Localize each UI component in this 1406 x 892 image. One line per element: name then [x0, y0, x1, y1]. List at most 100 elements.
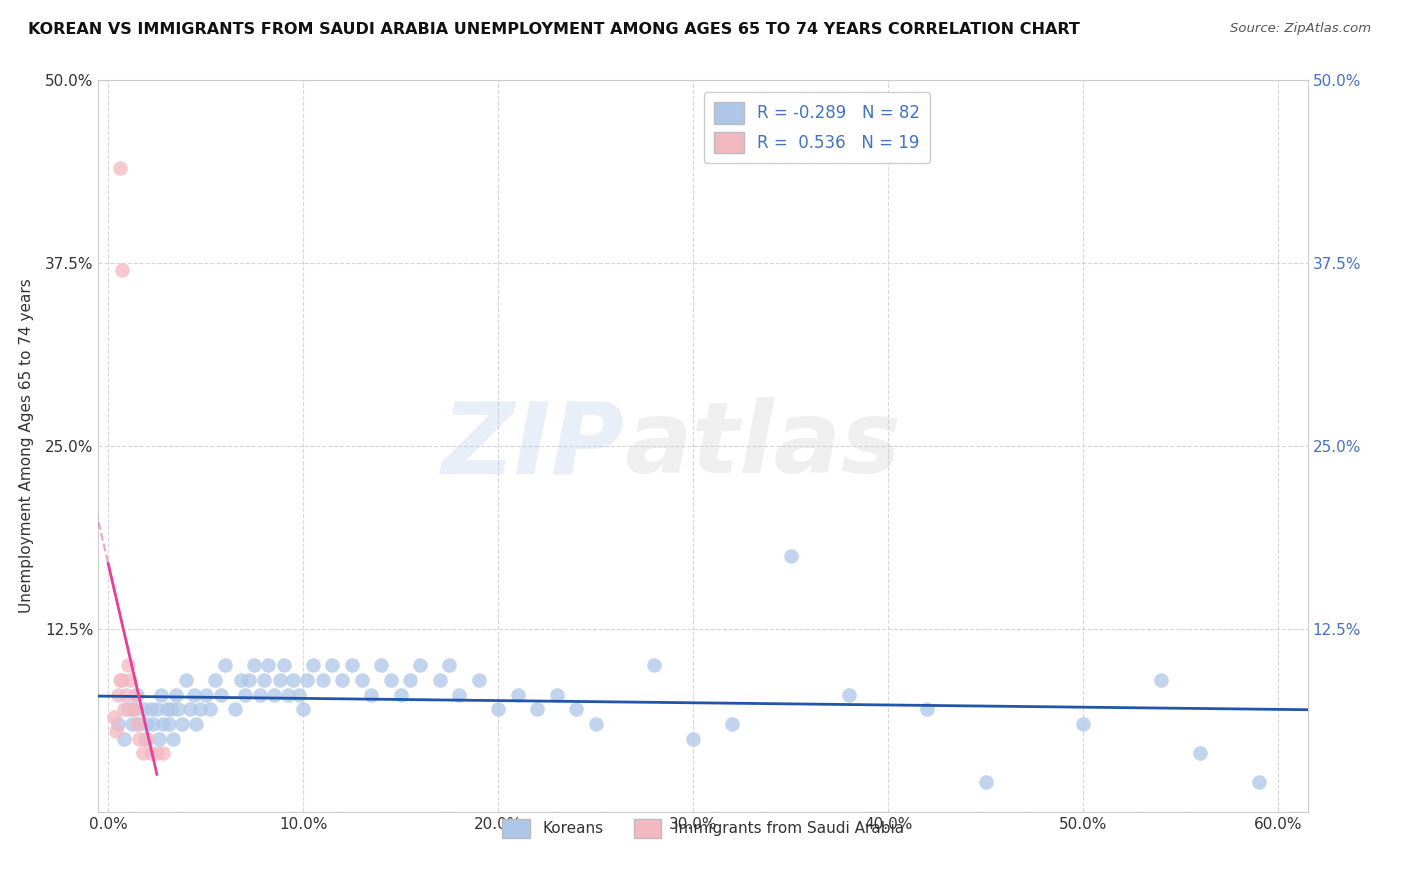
Point	[288, 688, 311, 702]
Point	[118, 673, 141, 687]
Point	[506, 688, 529, 702]
Point	[243, 658, 266, 673]
Point	[112, 731, 135, 746]
Point	[107, 717, 129, 731]
Point	[136, 731, 159, 746]
Point	[449, 688, 471, 702]
Point	[486, 702, 509, 716]
Point	[142, 717, 165, 731]
Y-axis label: Unemployment Among Ages 65 to 74 years: Unemployment Among Ages 65 to 74 years	[18, 278, 34, 614]
Point	[194, 688, 217, 702]
Point	[350, 673, 373, 687]
Point	[172, 717, 194, 731]
Point	[139, 746, 162, 760]
Point	[152, 746, 174, 760]
Point	[136, 717, 159, 731]
Point	[779, 549, 801, 563]
Point	[399, 673, 422, 687]
Point	[108, 673, 131, 687]
Point	[295, 673, 318, 687]
Point	[389, 688, 412, 702]
Point	[146, 702, 169, 716]
Point	[1071, 717, 1094, 731]
Point	[132, 702, 155, 716]
Point	[174, 673, 197, 687]
Point	[122, 702, 145, 716]
Point	[321, 658, 343, 673]
Point	[127, 717, 149, 731]
Point	[273, 658, 295, 673]
Point	[204, 673, 226, 687]
Point	[122, 702, 145, 716]
Point	[214, 658, 236, 673]
Text: Source: ZipAtlas.com: Source: ZipAtlas.com	[1230, 22, 1371, 36]
Point	[114, 688, 136, 702]
Point	[1247, 775, 1270, 789]
Point	[117, 702, 139, 716]
Point	[257, 658, 280, 673]
Point	[330, 673, 353, 687]
Point	[1150, 673, 1173, 687]
Text: KOREAN VS IMMIGRANTS FROM SAUDI ARABIA UNEMPLOYMENT AMONG AGES 65 TO 74 YEARS CO: KOREAN VS IMMIGRANTS FROM SAUDI ARABIA U…	[28, 22, 1080, 37]
Point	[157, 717, 180, 731]
Point	[546, 688, 568, 702]
Point	[108, 161, 131, 175]
Point	[165, 688, 187, 702]
Point	[162, 731, 184, 746]
Point	[121, 717, 143, 731]
Point	[682, 731, 704, 746]
Point	[409, 658, 432, 673]
Point	[139, 702, 162, 716]
Point	[167, 702, 190, 716]
Legend: Koreans, Immigrants from Saudi Arabia: Koreans, Immigrants from Saudi Arabia	[496, 813, 910, 845]
Point	[121, 702, 143, 716]
Point	[565, 702, 588, 716]
Point	[112, 702, 135, 716]
Point	[152, 717, 174, 731]
Point	[103, 709, 125, 723]
Point	[148, 731, 170, 746]
Point	[360, 688, 382, 702]
Point	[917, 702, 939, 716]
Point	[380, 673, 402, 687]
Point	[128, 731, 150, 746]
Point	[149, 688, 172, 702]
Point	[340, 658, 363, 673]
Text: atlas: atlas	[624, 398, 901, 494]
Point	[585, 717, 607, 731]
Point	[269, 673, 291, 687]
Point	[643, 658, 665, 673]
Point	[312, 673, 335, 687]
Point	[159, 702, 181, 716]
Point	[156, 702, 179, 716]
Point	[117, 658, 139, 673]
Point	[127, 688, 149, 702]
Point	[146, 746, 169, 760]
Point	[283, 673, 305, 687]
Point	[838, 688, 860, 702]
Point	[370, 658, 392, 673]
Point	[134, 731, 156, 746]
Point	[263, 688, 285, 702]
Point	[526, 702, 548, 716]
Point	[277, 688, 299, 702]
Point	[188, 702, 211, 716]
Point	[124, 688, 146, 702]
Point	[111, 263, 134, 277]
Point	[302, 658, 325, 673]
Point	[721, 717, 744, 731]
Point	[292, 702, 315, 716]
Text: ZIP: ZIP	[441, 398, 624, 494]
Point	[974, 775, 997, 789]
Point	[184, 717, 207, 731]
Point	[111, 673, 134, 687]
Point	[198, 702, 221, 716]
Point	[224, 702, 246, 716]
Point	[128, 717, 150, 731]
Point	[229, 673, 252, 687]
Point	[179, 702, 201, 716]
Point	[253, 673, 276, 687]
Point	[439, 658, 461, 673]
Point	[467, 673, 489, 687]
Point	[238, 673, 260, 687]
